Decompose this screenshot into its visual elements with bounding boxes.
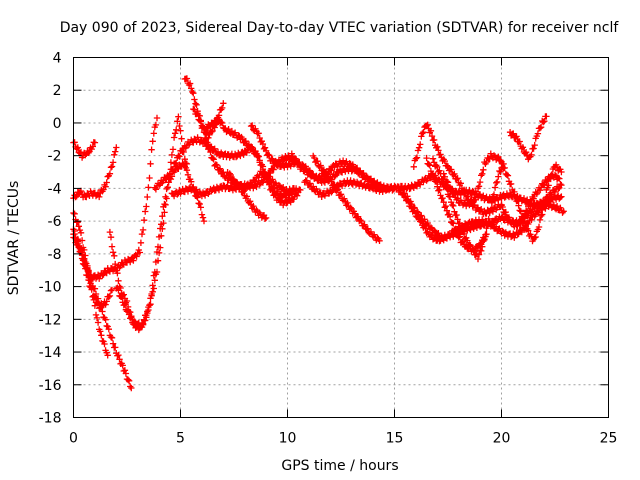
series-track-24 xyxy=(506,113,550,163)
data-point-markers xyxy=(498,171,563,230)
x-tick-label: 25 xyxy=(600,431,618,447)
x-axis-label: GPS time / hours xyxy=(281,458,398,474)
data-point-markers xyxy=(410,121,505,218)
y-tick-label: 0 xyxy=(53,116,62,132)
plot-frame xyxy=(73,57,609,418)
data-marks xyxy=(70,75,567,392)
data-point-markers xyxy=(203,116,300,197)
axis-ticks: 0 5 10 15 20 25 -18 -16 -14 -12 -10 -8 -6 -4 -2 0 2 4 xyxy=(39,51,618,447)
data-point-markers xyxy=(181,75,295,201)
y-tick-label: -14 xyxy=(39,345,62,361)
y-tick-label: -6 xyxy=(48,214,62,230)
y-tick-label: -8 xyxy=(48,247,62,263)
data-point-markers xyxy=(70,139,99,161)
series-track-01 xyxy=(70,139,99,161)
y-tick-label: -12 xyxy=(39,312,62,328)
data-point-markers xyxy=(288,150,398,194)
series-track-18 xyxy=(301,171,565,210)
x-tick-label: 15 xyxy=(386,431,404,447)
grid xyxy=(73,57,609,418)
x-tick-label: 5 xyxy=(176,431,185,447)
series-track-14 xyxy=(224,169,270,222)
y-tick-label: -10 xyxy=(39,280,62,296)
x-tick-label: 20 xyxy=(493,431,511,447)
series-track-26 xyxy=(498,171,563,230)
series-track-13 xyxy=(203,116,300,197)
y-axis-label: SDTVAR / TECUs xyxy=(6,181,22,296)
data-point-markers xyxy=(224,169,270,222)
y-tick-label: 4 xyxy=(53,51,62,67)
y-tick-label: 2 xyxy=(53,83,62,99)
data-point-markers xyxy=(301,171,565,210)
y-tick-label: -4 xyxy=(48,181,62,197)
chart-title: Day 090 of 2023, Sidereal Day-to-day VTE… xyxy=(60,20,620,36)
data-point-markers xyxy=(506,113,550,163)
y-tick-label: -16 xyxy=(39,378,62,394)
series-track-11 xyxy=(181,75,295,201)
y-tick-label: -18 xyxy=(39,411,62,427)
y-tick-label: -2 xyxy=(48,149,62,165)
x-tick-label: 10 xyxy=(279,431,297,447)
series-track-16 xyxy=(288,150,398,194)
series-track-20 xyxy=(410,121,505,218)
x-tick-label: 0 xyxy=(69,431,78,447)
